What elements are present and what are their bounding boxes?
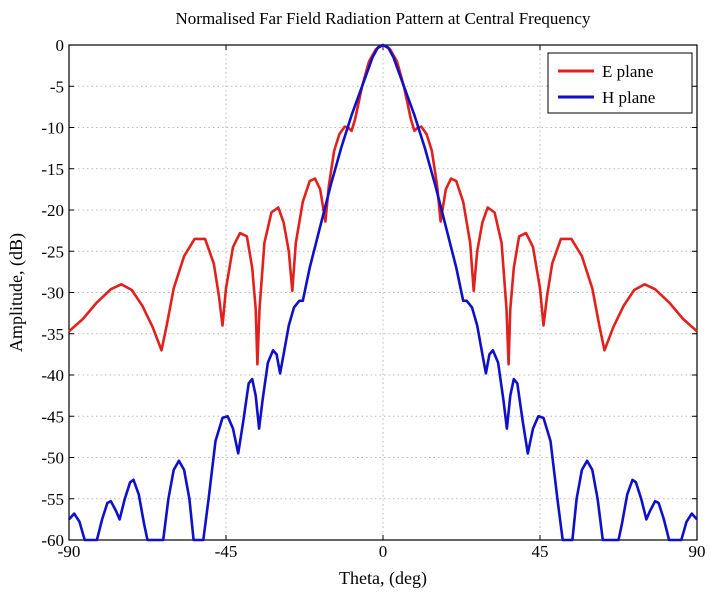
y-tick-label: -50: [41, 449, 64, 468]
grid: [69, 45, 697, 540]
x-tick-label: 45: [532, 542, 549, 561]
chart-title: Normalised Far Field Radiation Pattern a…: [176, 9, 591, 28]
x-axis-label: Theta, (deg): [339, 568, 427, 589]
series-lines: [68, 43, 698, 542]
y-tick-label: -45: [41, 407, 64, 426]
y-tick-label: -25: [41, 242, 64, 261]
legend-label-e-plane: E plane: [602, 62, 653, 81]
x-tick-label: 0: [379, 542, 388, 561]
y-tick-label: -55: [41, 490, 64, 509]
series-line-h-plane: [68, 43, 698, 542]
y-tick-label: -20: [41, 201, 64, 220]
y-tick-label: -35: [41, 325, 64, 344]
y-tick-label: -10: [41, 119, 64, 138]
y-tick-label: -30: [41, 284, 64, 303]
legend-label-h-plane: H plane: [602, 88, 655, 107]
legend: E plane H plane: [547, 52, 693, 114]
x-tick-label: -45: [215, 542, 238, 561]
x-tick-label: -90: [58, 542, 81, 561]
y-axis-label: Amplitude, (dB): [6, 233, 27, 352]
y-tick-label: -5: [50, 77, 64, 96]
y-tick-label: -60: [41, 531, 64, 550]
y-tick-label: -40: [41, 366, 64, 385]
legend-box: [547, 52, 693, 114]
axis-ticks: -90 -45 0 45 90 0 -5 -10 -15 -20 -25 -30 -35 -40 -45 -5…: [41, 36, 705, 561]
y-tick-label: 0: [56, 36, 65, 55]
y-tick-label: -15: [41, 160, 64, 179]
x-tick-label: 90: [689, 542, 706, 561]
